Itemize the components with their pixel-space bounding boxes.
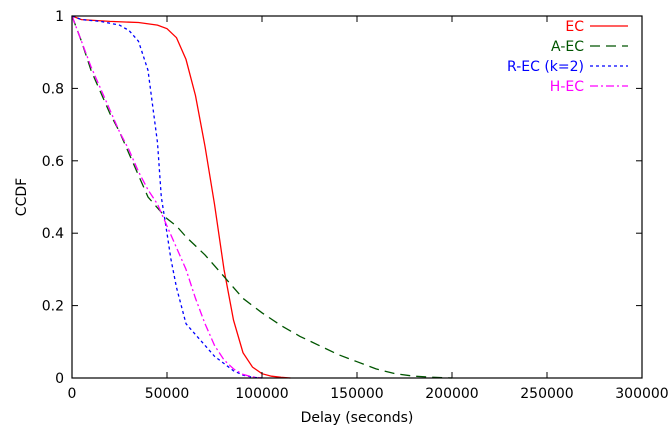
x-tick-label: 300000 (615, 386, 668, 402)
y-tick-label: 0 (55, 371, 64, 387)
legend-label: A-EC (551, 39, 584, 55)
y-tick-label: 0.4 (42, 226, 64, 242)
y-tick-label: 0.2 (42, 299, 64, 315)
series-line-2 (71, 15, 263, 379)
series-line-0 (71, 15, 291, 379)
series-line-1 (71, 15, 453, 379)
series-layer (71, 15, 453, 379)
y-axis-title: CCDF (14, 178, 30, 216)
x-tick-label: 0 (68, 386, 77, 402)
x-axis-title: Delay (seconds) (301, 410, 414, 426)
legend: EC A-EC R-EC (k=2) H-EC (507, 19, 628, 95)
series-line-3 (71, 15, 263, 379)
x-tick-label: 150000 (330, 386, 383, 402)
legend-label: H-EC (550, 79, 584, 95)
legend-label: R-EC (k=2) (507, 59, 584, 75)
x-tick-label: 50000 (145, 386, 190, 402)
y-tick-label: 1 (55, 9, 64, 25)
y-tick-label: 0.6 (42, 154, 64, 170)
x-tick-label: 100000 (235, 386, 288, 402)
legend-label: EC (565, 19, 584, 35)
y-tick-label: 0.8 (42, 81, 64, 97)
x-tick-label: 250000 (520, 386, 573, 402)
ticks-layer: 0 50000 100000 150000 200000 250000 300000 0 0.2… (42, 9, 669, 402)
x-tick-label: 200000 (425, 386, 478, 402)
